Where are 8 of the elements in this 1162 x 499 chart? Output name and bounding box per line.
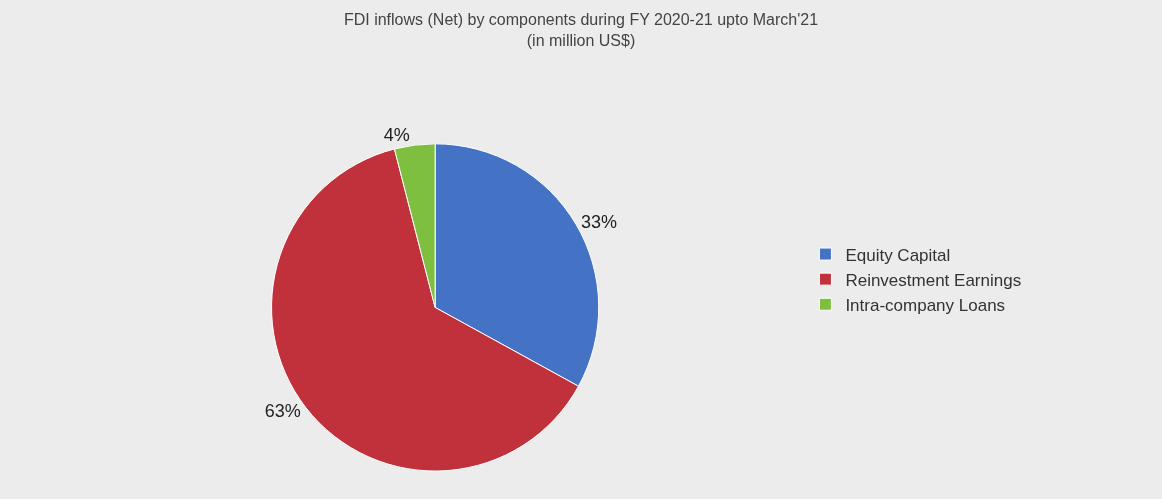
- legend-label: Reinvestment Earnings: [845, 270, 1022, 290]
- legend-label: Equity Capital: [845, 245, 951, 265]
- chart-title: FDI inflows (Net) by components during FY 2020-21 upto March'21: [343, 10, 819, 28]
- data-label: 63%: [264, 401, 301, 422]
- legend-label: Intra-company Loans: [845, 295, 1006, 315]
- data-label: 4%: [383, 125, 410, 146]
- data-label: 33%: [580, 211, 617, 232]
- chart-subtitle: (in million US$): [526, 31, 636, 49]
